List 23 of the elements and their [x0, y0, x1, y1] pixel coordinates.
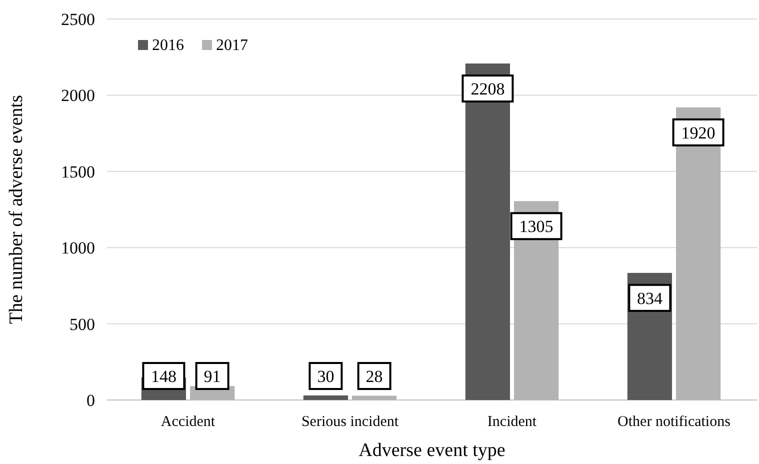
y-tick-label: 500 [70, 314, 95, 334]
x-axis-title: Adverse event type [358, 440, 506, 461]
x-tick-label: Incident [487, 414, 538, 430]
data-label: 2208 [470, 80, 505, 98]
y-tick-label: 2500 [61, 10, 95, 29]
data-label: 1305 [519, 217, 554, 236]
data-label: 28 [366, 367, 383, 386]
legend-label: 2016 [152, 37, 184, 54]
y-tick-label: 0 [86, 391, 95, 410]
legend-label: 2017 [216, 37, 248, 54]
data-label: 148 [150, 367, 176, 386]
y-tick-label: 2000 [61, 86, 95, 106]
data-label: 834 [636, 288, 663, 308]
data-label: 91 [204, 367, 221, 386]
y-axis-title: The number of adverse events [6, 95, 27, 324]
y-tick-label: 1000 [61, 238, 95, 258]
bar [303, 395, 348, 400]
x-tick-label: Serious incident [301, 414, 400, 430]
x-tick-label: Other notifications [618, 414, 731, 430]
x-tick-label: Accident [160, 414, 216, 430]
data-label: 30 [317, 367, 334, 386]
y-tick-label: 1500 [61, 162, 95, 182]
data-label: 1920 [681, 123, 716, 142]
